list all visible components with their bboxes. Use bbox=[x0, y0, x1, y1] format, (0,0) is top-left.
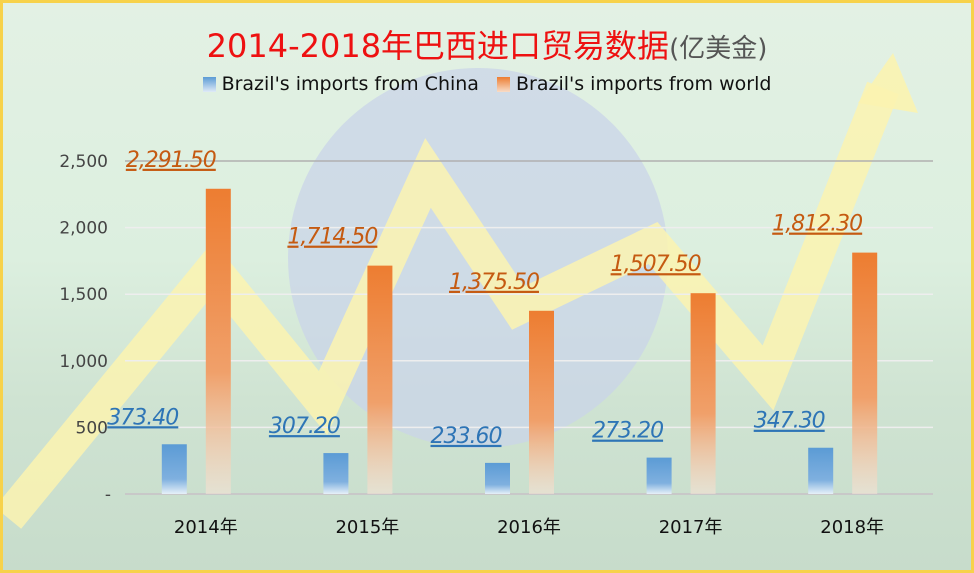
data-label-china: 233.60 bbox=[431, 424, 502, 449]
y-tick-label: - bbox=[105, 485, 111, 505]
title-unit: (亿美金) bbox=[669, 34, 768, 64]
data-label-china: 307.20 bbox=[269, 414, 340, 439]
y-tick-label: 1,000 bbox=[59, 352, 108, 372]
legend: Brazil's imports from China Brazil's imp… bbox=[3, 73, 971, 95]
bar-china bbox=[323, 453, 349, 494]
legend-item-china: Brazil's imports from China bbox=[202, 73, 479, 95]
x-tick-label: 2018年 bbox=[820, 517, 884, 538]
bar-china bbox=[808, 447, 834, 494]
x-tick-label: 2016年 bbox=[497, 517, 561, 538]
legend-swatch-world bbox=[497, 77, 510, 92]
bar-world bbox=[367, 265, 393, 494]
chart-plot: - 500 1,000 1,500 2,000 2,500 2014年 373.40 2,291… bbox=[59, 148, 933, 538]
chart-title: 2014-2018年巴西进口贸易数据(亿美金) bbox=[3, 21, 971, 67]
data-label-world: 1,375.50 bbox=[449, 270, 539, 295]
data-label-china: 347.30 bbox=[754, 409, 825, 434]
data-label-world: 1,812.30 bbox=[772, 212, 862, 237]
title-text: 2014-2018年巴西进口贸易数据 bbox=[206, 27, 670, 65]
legend-label: Brazil's imports from China bbox=[221, 73, 479, 95]
x-tick-label: 2017年 bbox=[659, 517, 723, 538]
bar-world bbox=[852, 252, 878, 494]
bar-china bbox=[485, 462, 510, 494]
bar-world bbox=[529, 310, 554, 494]
x-tick-label: 2015年 bbox=[335, 517, 399, 538]
data-label-world: 2,291.50 bbox=[126, 148, 216, 173]
data-label-world: 1,714.50 bbox=[287, 225, 377, 250]
y-tick-label: 500 bbox=[76, 418, 108, 438]
bar-china bbox=[161, 444, 187, 494]
bar-world bbox=[690, 293, 716, 494]
arrow-head-icon bbox=[858, 53, 918, 113]
y-tick-label: 2,500 bbox=[59, 152, 108, 172]
y-tick-label: 1,500 bbox=[59, 285, 108, 305]
legend-label: Brazil's imports from world bbox=[516, 73, 772, 95]
trend-arrow-decoration bbox=[3, 81, 899, 529]
data-label-china: 273.20 bbox=[592, 419, 663, 444]
legend-item-world: Brazil's imports from world bbox=[497, 73, 771, 95]
bar-world bbox=[205, 188, 231, 494]
data-label-world: 1,507.50 bbox=[611, 252, 701, 277]
legend-swatch-china bbox=[202, 77, 216, 92]
bar-china bbox=[646, 457, 672, 494]
data-label-china: 373.40 bbox=[107, 405, 178, 430]
y-tick-label: 2,000 bbox=[59, 219, 108, 239]
x-tick-label: 2014年 bbox=[174, 517, 238, 538]
